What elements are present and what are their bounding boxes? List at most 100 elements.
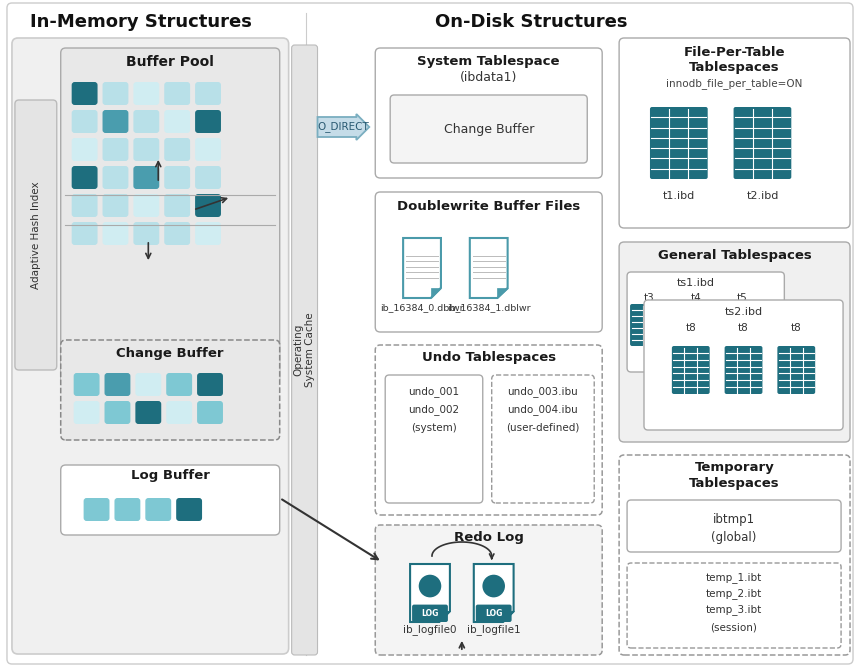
Text: ib_16384_0.dblwr: ib_16384_0.dblwr <box>380 303 464 313</box>
Text: t8: t8 <box>738 323 749 333</box>
FancyBboxPatch shape <box>375 192 602 332</box>
Text: (ibdata1): (ibdata1) <box>460 71 517 85</box>
FancyBboxPatch shape <box>619 455 850 655</box>
Text: Redo Log: Redo Log <box>454 532 524 544</box>
Text: t5: t5 <box>737 293 748 303</box>
FancyBboxPatch shape <box>15 100 56 370</box>
FancyBboxPatch shape <box>777 346 815 394</box>
Circle shape <box>482 574 506 598</box>
FancyBboxPatch shape <box>134 138 159 161</box>
FancyBboxPatch shape <box>164 138 190 161</box>
Polygon shape <box>470 238 508 298</box>
FancyBboxPatch shape <box>195 166 221 189</box>
Text: Adaptive Hash Index: Adaptive Hash Index <box>31 181 41 289</box>
Polygon shape <box>473 564 514 622</box>
FancyBboxPatch shape <box>12 38 288 654</box>
Polygon shape <box>439 611 450 622</box>
Text: temp_3.ibt: temp_3.ibt <box>705 604 762 616</box>
FancyBboxPatch shape <box>7 3 853 664</box>
FancyBboxPatch shape <box>61 340 280 440</box>
Text: Tablespaces: Tablespaces <box>689 61 780 75</box>
Text: Change Buffer: Change Buffer <box>443 123 534 137</box>
Polygon shape <box>410 564 450 622</box>
FancyBboxPatch shape <box>164 166 190 189</box>
Text: LOG: LOG <box>421 609 438 618</box>
FancyBboxPatch shape <box>390 95 587 163</box>
Text: t1.ibd: t1.ibd <box>663 191 695 201</box>
Text: File-Per-Table: File-Per-Table <box>684 45 785 59</box>
Text: ts1.ibd: ts1.ibd <box>677 278 715 288</box>
FancyBboxPatch shape <box>134 194 159 217</box>
Text: In-Memory Structures: In-Memory Structures <box>31 13 253 31</box>
Text: t3: t3 <box>644 293 654 303</box>
FancyBboxPatch shape <box>375 48 602 178</box>
FancyBboxPatch shape <box>72 82 98 105</box>
Text: undo_004.ibu: undo_004.ibu <box>507 405 578 416</box>
Text: General Tablespaces: General Tablespaces <box>657 249 811 261</box>
Text: O_DIRECT: O_DIRECT <box>318 121 369 133</box>
FancyBboxPatch shape <box>115 498 140 521</box>
FancyBboxPatch shape <box>103 166 128 189</box>
FancyBboxPatch shape <box>197 401 223 424</box>
FancyBboxPatch shape <box>375 525 602 655</box>
FancyBboxPatch shape <box>103 138 128 161</box>
Circle shape <box>418 574 442 598</box>
Polygon shape <box>502 611 514 622</box>
FancyBboxPatch shape <box>134 82 159 105</box>
Text: undo_001: undo_001 <box>408 387 460 398</box>
FancyBboxPatch shape <box>195 138 221 161</box>
FancyBboxPatch shape <box>164 222 190 245</box>
FancyBboxPatch shape <box>627 272 784 372</box>
Text: Change Buffer: Change Buffer <box>116 348 224 360</box>
FancyBboxPatch shape <box>135 373 161 396</box>
Text: ib_16384_1.dblwr: ib_16384_1.dblwr <box>447 303 531 313</box>
FancyBboxPatch shape <box>134 166 159 189</box>
FancyBboxPatch shape <box>103 110 128 133</box>
FancyBboxPatch shape <box>164 82 190 105</box>
Text: Doublewrite Buffer Files: Doublewrite Buffer Files <box>397 199 580 213</box>
FancyBboxPatch shape <box>672 346 710 394</box>
Text: LOG: LOG <box>485 609 502 618</box>
FancyBboxPatch shape <box>134 222 159 245</box>
Text: Tablespaces: Tablespaces <box>689 478 780 490</box>
FancyBboxPatch shape <box>630 304 668 346</box>
Text: (global): (global) <box>710 532 756 544</box>
FancyBboxPatch shape <box>61 48 280 383</box>
Text: Operating
System Cache: Operating System Cache <box>294 313 315 388</box>
FancyBboxPatch shape <box>104 373 130 396</box>
FancyBboxPatch shape <box>164 194 190 217</box>
FancyBboxPatch shape <box>72 138 98 161</box>
Text: t2.ibd: t2.ibd <box>746 191 779 201</box>
FancyBboxPatch shape <box>146 498 171 521</box>
Text: undo_002: undo_002 <box>408 405 460 416</box>
FancyBboxPatch shape <box>104 401 130 424</box>
FancyBboxPatch shape <box>197 373 223 396</box>
Polygon shape <box>497 287 508 298</box>
FancyBboxPatch shape <box>375 345 602 515</box>
Text: (system): (system) <box>411 423 457 433</box>
Text: (user-defined): (user-defined) <box>506 423 580 433</box>
FancyBboxPatch shape <box>61 465 280 535</box>
FancyBboxPatch shape <box>72 166 98 189</box>
Text: (session): (session) <box>710 622 757 632</box>
FancyBboxPatch shape <box>72 110 98 133</box>
Text: ts2.ibd: ts2.ibd <box>724 307 763 317</box>
Text: temp_1.ibt: temp_1.ibt <box>705 572 762 584</box>
Text: On-Disk Structures: On-Disk Structures <box>435 13 627 31</box>
FancyBboxPatch shape <box>195 110 221 133</box>
FancyBboxPatch shape <box>412 604 448 622</box>
FancyBboxPatch shape <box>195 82 221 105</box>
Text: t4: t4 <box>691 293 701 303</box>
Text: ib_logfile1: ib_logfile1 <box>467 624 520 636</box>
Text: ib_logfile0: ib_logfile0 <box>403 624 457 636</box>
FancyBboxPatch shape <box>619 38 850 228</box>
FancyBboxPatch shape <box>725 346 763 394</box>
FancyBboxPatch shape <box>166 373 192 396</box>
Text: Buffer Pool: Buffer Pool <box>127 55 214 69</box>
Polygon shape <box>431 287 441 298</box>
FancyBboxPatch shape <box>72 222 98 245</box>
FancyBboxPatch shape <box>103 222 128 245</box>
Text: Temporary: Temporary <box>695 462 775 474</box>
FancyBboxPatch shape <box>176 498 202 521</box>
FancyBboxPatch shape <box>103 194 128 217</box>
